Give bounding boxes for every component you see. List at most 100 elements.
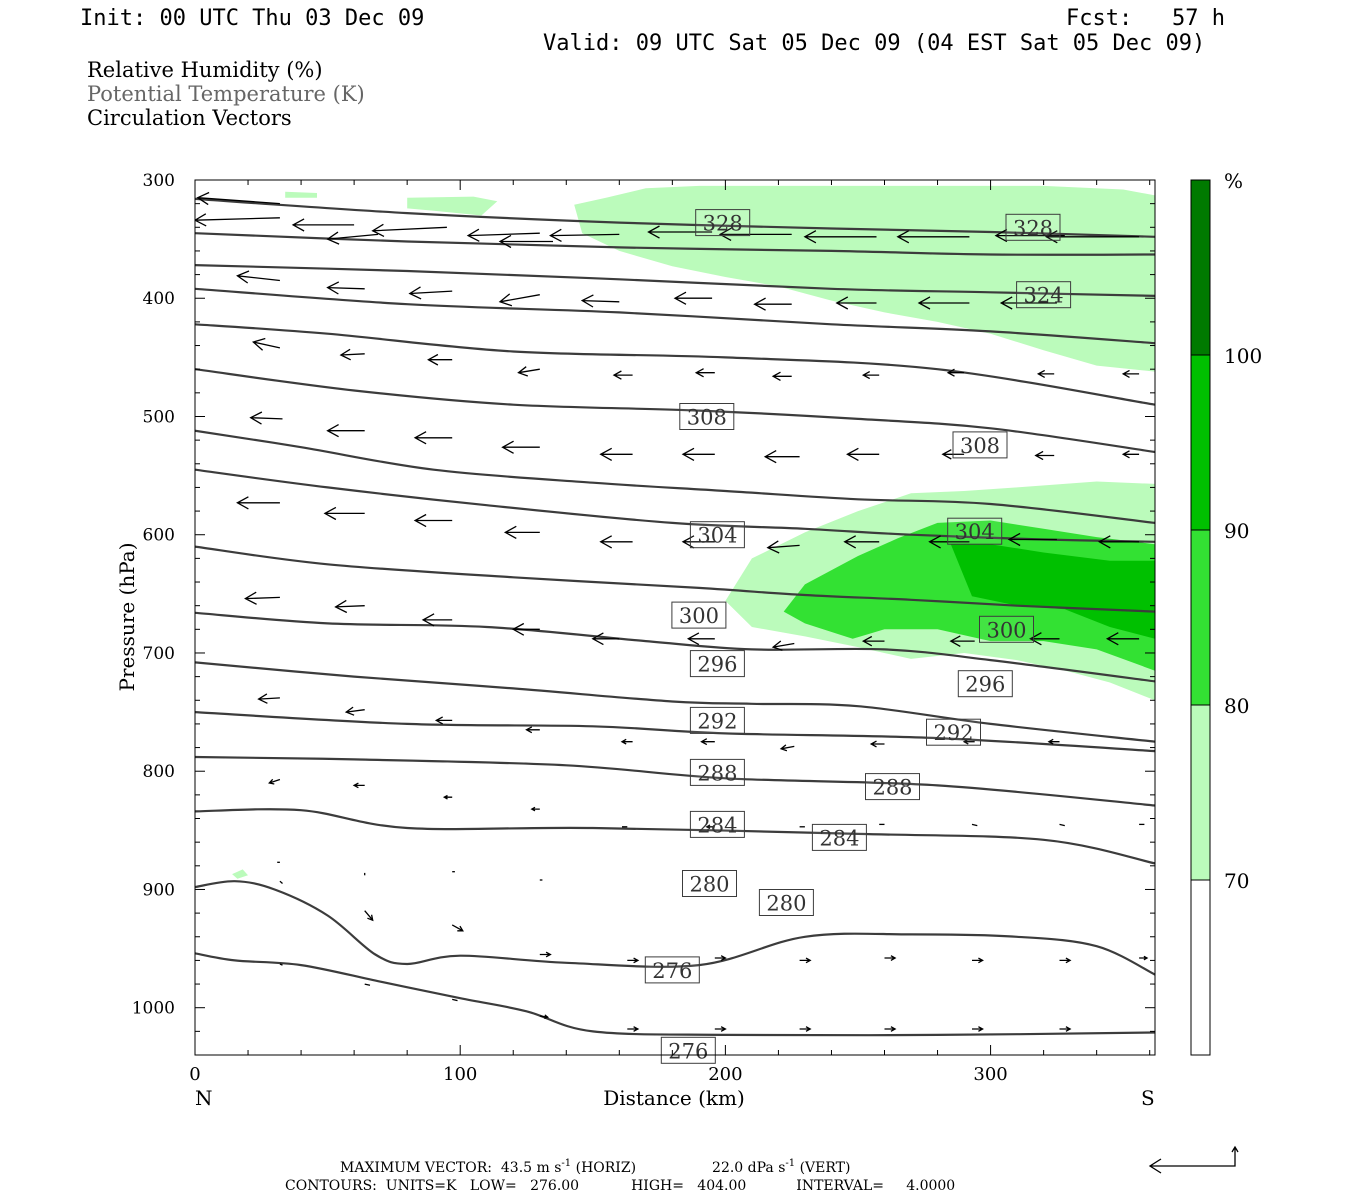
max-vector-note: MAXIMUM VECTOR: 43.5 m s-1 (HORIZ) 22.0 d… <box>340 1159 850 1175</box>
circulation-vector <box>539 1014 550 1020</box>
circulation-vector <box>673 291 713 305</box>
circulation-vector <box>1139 955 1149 961</box>
circulation-vector <box>503 525 540 539</box>
circulation-vector <box>326 281 365 295</box>
circulation-vector <box>371 223 447 237</box>
circulation-vector <box>835 296 877 310</box>
contour-label-text: 308 <box>960 434 1000 458</box>
contour-label-text: 304 <box>697 524 737 548</box>
circulation-vector <box>799 1026 812 1032</box>
contour-label-text: 324 <box>1024 284 1064 308</box>
contour-label-text: 300 <box>986 618 1026 642</box>
circulation-vector <box>771 371 792 381</box>
circulation-vector <box>251 337 281 351</box>
y-tick-label: 1000 <box>132 999 175 1019</box>
max-vector-vert-tag: (VERT) <box>795 1159 851 1176</box>
x-tick-label: 0 <box>189 1064 200 1085</box>
contour-label-text: 308 <box>687 406 727 430</box>
theta-contour-312 <box>195 429 1155 524</box>
colorbar-unit: % <box>1224 169 1243 193</box>
colorbar-band-below-70 <box>1190 879 1211 1056</box>
circulation-vector <box>326 231 379 245</box>
circulation-vector <box>1007 532 1057 547</box>
contour-label: 328 <box>695 209 751 237</box>
north-label: N <box>195 1086 213 1110</box>
y-tick-label: 800 <box>143 762 175 782</box>
contour-label-box <box>957 670 1013 698</box>
contour-label-box <box>865 773 920 801</box>
circulation-vector <box>452 998 458 1002</box>
contour-label: 304 <box>947 517 1003 545</box>
reference-vector-arrow <box>1148 1145 1239 1174</box>
rh-region-70-0 <box>285 191 317 198</box>
contour-label-text: 328 <box>703 212 743 236</box>
circulation-vector <box>599 447 633 461</box>
circulation-vector <box>1121 369 1140 378</box>
circulation-vector <box>249 411 283 425</box>
circulation-vector <box>753 297 792 311</box>
circulation-vector <box>326 424 365 438</box>
theta-contour-292 <box>195 711 1155 753</box>
circulation-vector <box>244 591 280 605</box>
contour-label: 304 <box>689 521 745 549</box>
circulation-vector <box>612 370 633 380</box>
theta-contour-276 <box>195 952 1155 1037</box>
circulation-vector <box>413 513 453 528</box>
contour-label-box <box>979 615 1034 643</box>
contour-label-text: 280 <box>689 873 729 897</box>
circulation-vector <box>869 740 885 748</box>
circulation-vector <box>498 234 553 249</box>
circulation-vector <box>714 955 727 961</box>
circulation-vector <box>364 983 371 986</box>
contour-label: 328 <box>1005 213 1061 241</box>
x-tick-label: 200 <box>708 1064 742 1085</box>
contour-label-box <box>758 889 814 916</box>
rh-region-70-1 <box>407 196 498 216</box>
contour-label-text: 288 <box>697 761 737 785</box>
circulation-vector <box>599 535 633 549</box>
circulation-vector <box>257 693 280 704</box>
circulation-vector <box>962 738 975 745</box>
circulation-vector <box>498 293 540 307</box>
rh-region-70-4 <box>232 869 248 879</box>
circulation-vector <box>1121 450 1140 459</box>
circulation-vector <box>364 910 374 922</box>
circulation-vector <box>917 296 970 310</box>
colorbar-band-90 <box>1190 354 1211 531</box>
theta-contour-332 <box>195 232 1155 256</box>
circulation-vector <box>413 431 453 445</box>
contour-label-box <box>811 823 867 851</box>
contour-label: 284 <box>689 810 745 838</box>
x-tick-label: 100 <box>443 1064 477 1085</box>
contour-label: 280 <box>682 870 737 897</box>
contour-label-box <box>682 870 737 897</box>
contour-label-box <box>695 209 751 237</box>
y-axis-label: Pressure (hPa) <box>115 543 139 692</box>
contour-label-text: 276 <box>668 1039 708 1063</box>
x-tick-label: 300 <box>973 1064 1007 1085</box>
legend-circulation-vectors: Circulation Vectors <box>87 106 292 130</box>
circulation-vector <box>408 286 453 300</box>
contour-label: 308 <box>679 403 735 430</box>
contour-label: 280 <box>758 889 814 916</box>
circulation-vector <box>580 294 620 308</box>
circulation-vector <box>421 613 453 627</box>
contour-label-text: 284 <box>819 826 859 850</box>
contour-label-box <box>660 1036 716 1064</box>
circulation-vector <box>627 1026 640 1032</box>
circulation-vector <box>525 726 540 734</box>
contour-label-box <box>689 758 745 786</box>
circulation-vector <box>279 963 283 966</box>
contour-label-text: 276 <box>652 959 692 983</box>
theta-contour-336 <box>195 197 1155 238</box>
circulation-vector <box>451 924 464 932</box>
contour-label-layer: 328 328 324 308 308 304 304 300 300 296 296 292 292 2… <box>644 209 1072 1064</box>
max-vector-vert: 22.0 dPa s <box>712 1159 786 1176</box>
contour-label-box <box>947 517 1003 545</box>
rh-region-90-6 <box>950 544 1155 639</box>
circulation-vector <box>714 1026 727 1032</box>
colorbar-label: 70 <box>1224 869 1249 893</box>
circulation-vector <box>591 632 620 646</box>
circulation-vector <box>1059 957 1072 964</box>
circulation-vector <box>339 348 365 361</box>
